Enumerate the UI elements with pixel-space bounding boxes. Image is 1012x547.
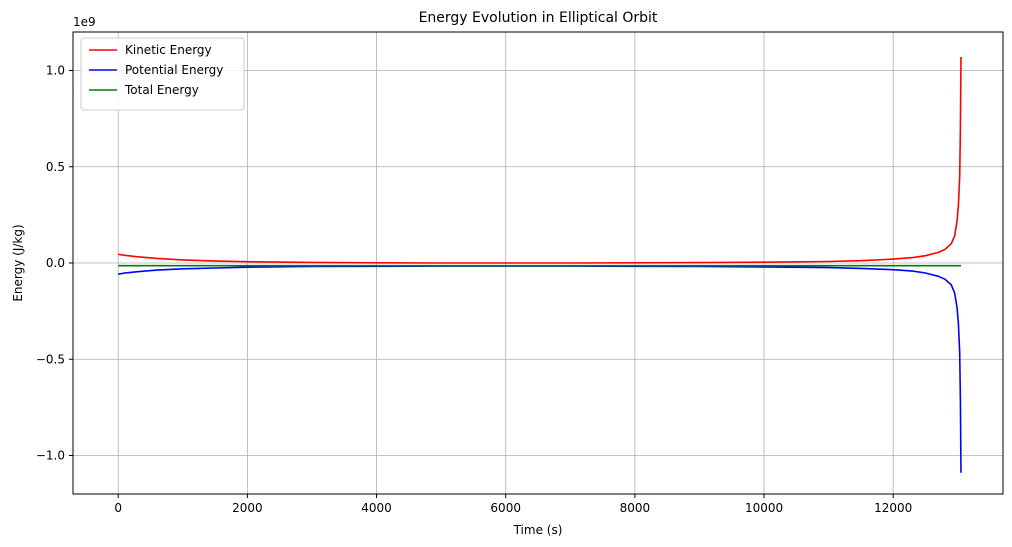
legend: Kinetic Energy Potential Energy Total Ener… [80,37,245,111]
chart-title: Energy Evolution in Elliptical Orbit [419,10,658,26]
x-tick-label: 8000 [620,501,651,515]
x-tick-label: 12000 [874,501,912,515]
series-line-kinetic-energy [118,56,962,264]
y-tick-label: −0.5 [36,352,65,366]
x-tick-label: 6000 [490,501,521,515]
x-tick-label: 10000 [745,501,783,515]
y-tick-label: 0.0 [46,256,65,270]
axis-ticks: 0 2000 4000 6000 8000 10000 12000 −1.0 −0.5 0.0 0.… [36,64,912,516]
series-lines [118,56,962,473]
legend-label: Kinetic Energy [125,43,212,57]
x-tick-label: 4000 [361,501,392,515]
x-tick-label: 2000 [232,501,263,515]
x-axis-label: Time (s) [513,523,563,537]
series-line-potential-energy [118,265,962,473]
legend-label: Total Energy [124,83,199,97]
y-tick-label: −1.0 [36,449,65,463]
x-tick-label: 0 [114,501,122,515]
y-axis-offset-label: 1e9 [73,15,96,29]
legend-box [80,37,245,111]
y-tick-label: 1.0 [46,64,65,78]
y-tick-label: 0.5 [46,160,65,174]
legend-label: Potential Energy [125,63,223,77]
y-axis-label: Energy (J/kg) [11,224,25,301]
